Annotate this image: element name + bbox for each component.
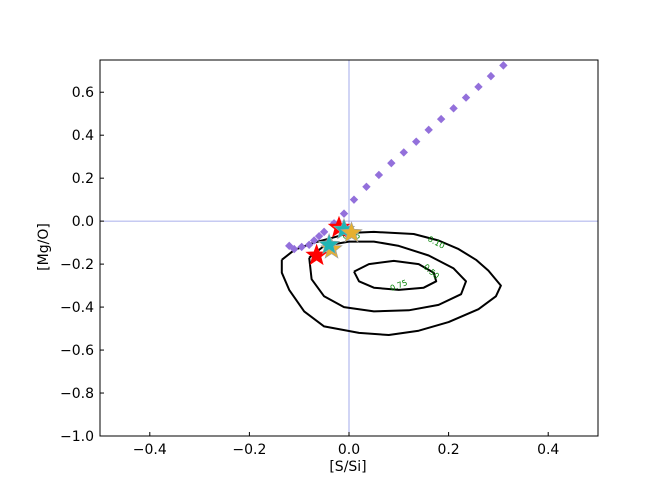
y-axis-label: [Mg/O] — [36, 223, 52, 271]
track-point — [304, 240, 314, 249]
y-tick-label: 0.4 — [72, 128, 94, 144]
y-tick-label: 0.0 — [72, 214, 94, 230]
y-tick-label: 0.6 — [72, 85, 94, 101]
track-point — [387, 158, 396, 168]
track-point — [436, 114, 446, 124]
track-point — [314, 231, 324, 241]
x-tick-label: 0.4 — [537, 442, 559, 458]
track-point — [499, 61, 508, 70]
track-point — [374, 170, 384, 180]
contour-label: 0.50 — [422, 262, 441, 281]
y-tick-label: −1.0 — [60, 429, 94, 445]
x-axis-label: [S/Si] — [329, 459, 366, 475]
track-point — [339, 209, 349, 218]
y-tick-label: −0.4 — [60, 300, 94, 316]
track-point — [412, 137, 421, 146]
y-tick-label: 0.2 — [72, 171, 94, 187]
track-point — [349, 195, 359, 204]
contour-label: 0.10 — [426, 234, 446, 250]
track-point — [486, 71, 496, 81]
contour-0.75 — [353, 259, 438, 291]
track-point — [319, 227, 329, 237]
x-tick-label: −0.4 — [133, 442, 167, 458]
plot-area: 0.100.500.750.75−0.4−0.20.00.20.4−1.0−0.… — [60, 59, 599, 458]
track-point — [362, 182, 371, 191]
y-tick-label: −0.6 — [60, 343, 94, 359]
x-tick-label: −0.2 — [232, 442, 266, 458]
contour-0.50 — [308, 240, 467, 313]
x-tick-label: 0.2 — [437, 442, 459, 458]
track-point — [309, 236, 319, 245]
track-point — [474, 82, 483, 92]
clipped-series: 0.100.500.750.75 — [280, 61, 508, 336]
track-point — [424, 125, 433, 135]
track-point — [461, 93, 471, 102]
track-point — [297, 242, 306, 252]
star-marker — [317, 232, 341, 255]
y-tick-label: −0.2 — [60, 257, 94, 273]
track-point — [285, 241, 294, 251]
y-tick-label: −0.8 — [60, 386, 94, 402]
track-point — [449, 104, 458, 113]
star-marker — [340, 221, 363, 243]
x-tick-label: 0.0 — [338, 442, 360, 458]
track-point — [399, 148, 408, 157]
